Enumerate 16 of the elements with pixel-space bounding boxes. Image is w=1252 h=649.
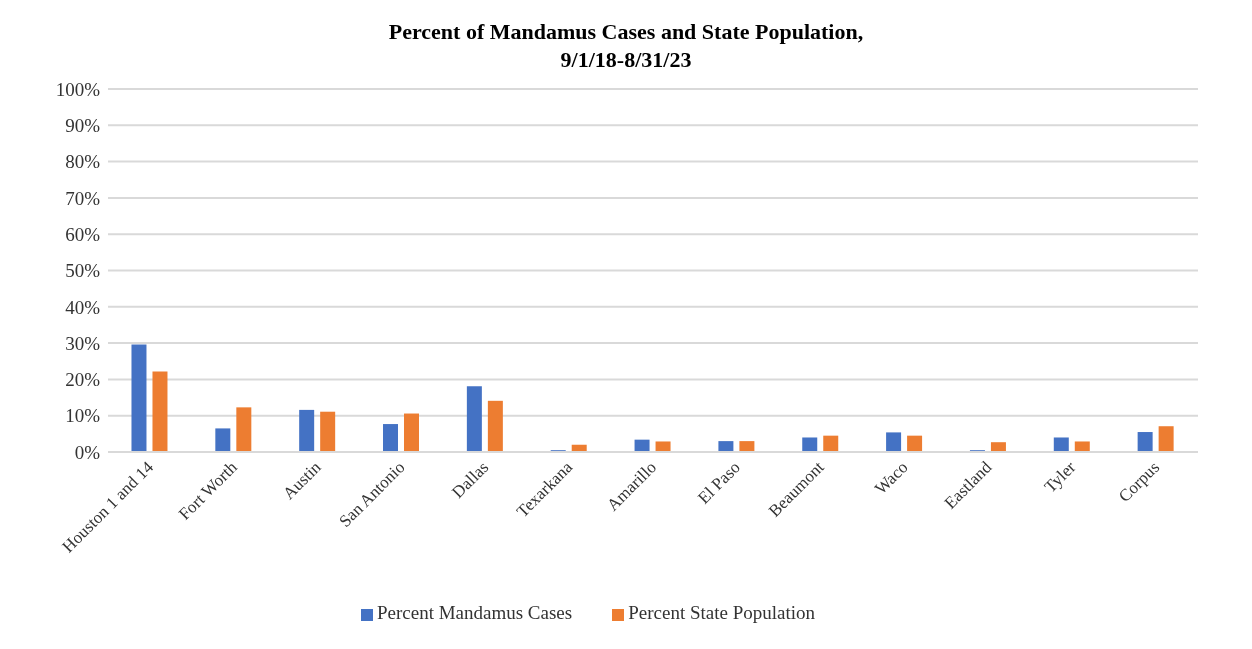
y-tick-label: 50% xyxy=(65,260,101,282)
y-tick-label: 30% xyxy=(65,332,101,354)
y-tick-label: 0% xyxy=(74,441,101,463)
y-tick-label: 100% xyxy=(55,78,101,100)
y-tick-label: 20% xyxy=(65,369,101,391)
y-tick-label: 90% xyxy=(65,115,101,137)
y-tick-label: 60% xyxy=(65,223,101,245)
legend-label: Percent Mandamus Cases xyxy=(376,602,573,623)
y-tick-label: 80% xyxy=(65,151,101,173)
legend-label: Percent State Population xyxy=(628,602,816,623)
x-tick-label: El Paso xyxy=(694,457,744,508)
y-tick-label: 40% xyxy=(65,296,101,318)
y-tick-label: 70% xyxy=(65,187,101,209)
chart-title: Percent of Mandamus Cases and State Population, 9/1/18-8/31/23 xyxy=(387,18,865,74)
y-tick-label: 10% xyxy=(65,405,101,427)
x-tick-label: Waco xyxy=(871,457,912,499)
